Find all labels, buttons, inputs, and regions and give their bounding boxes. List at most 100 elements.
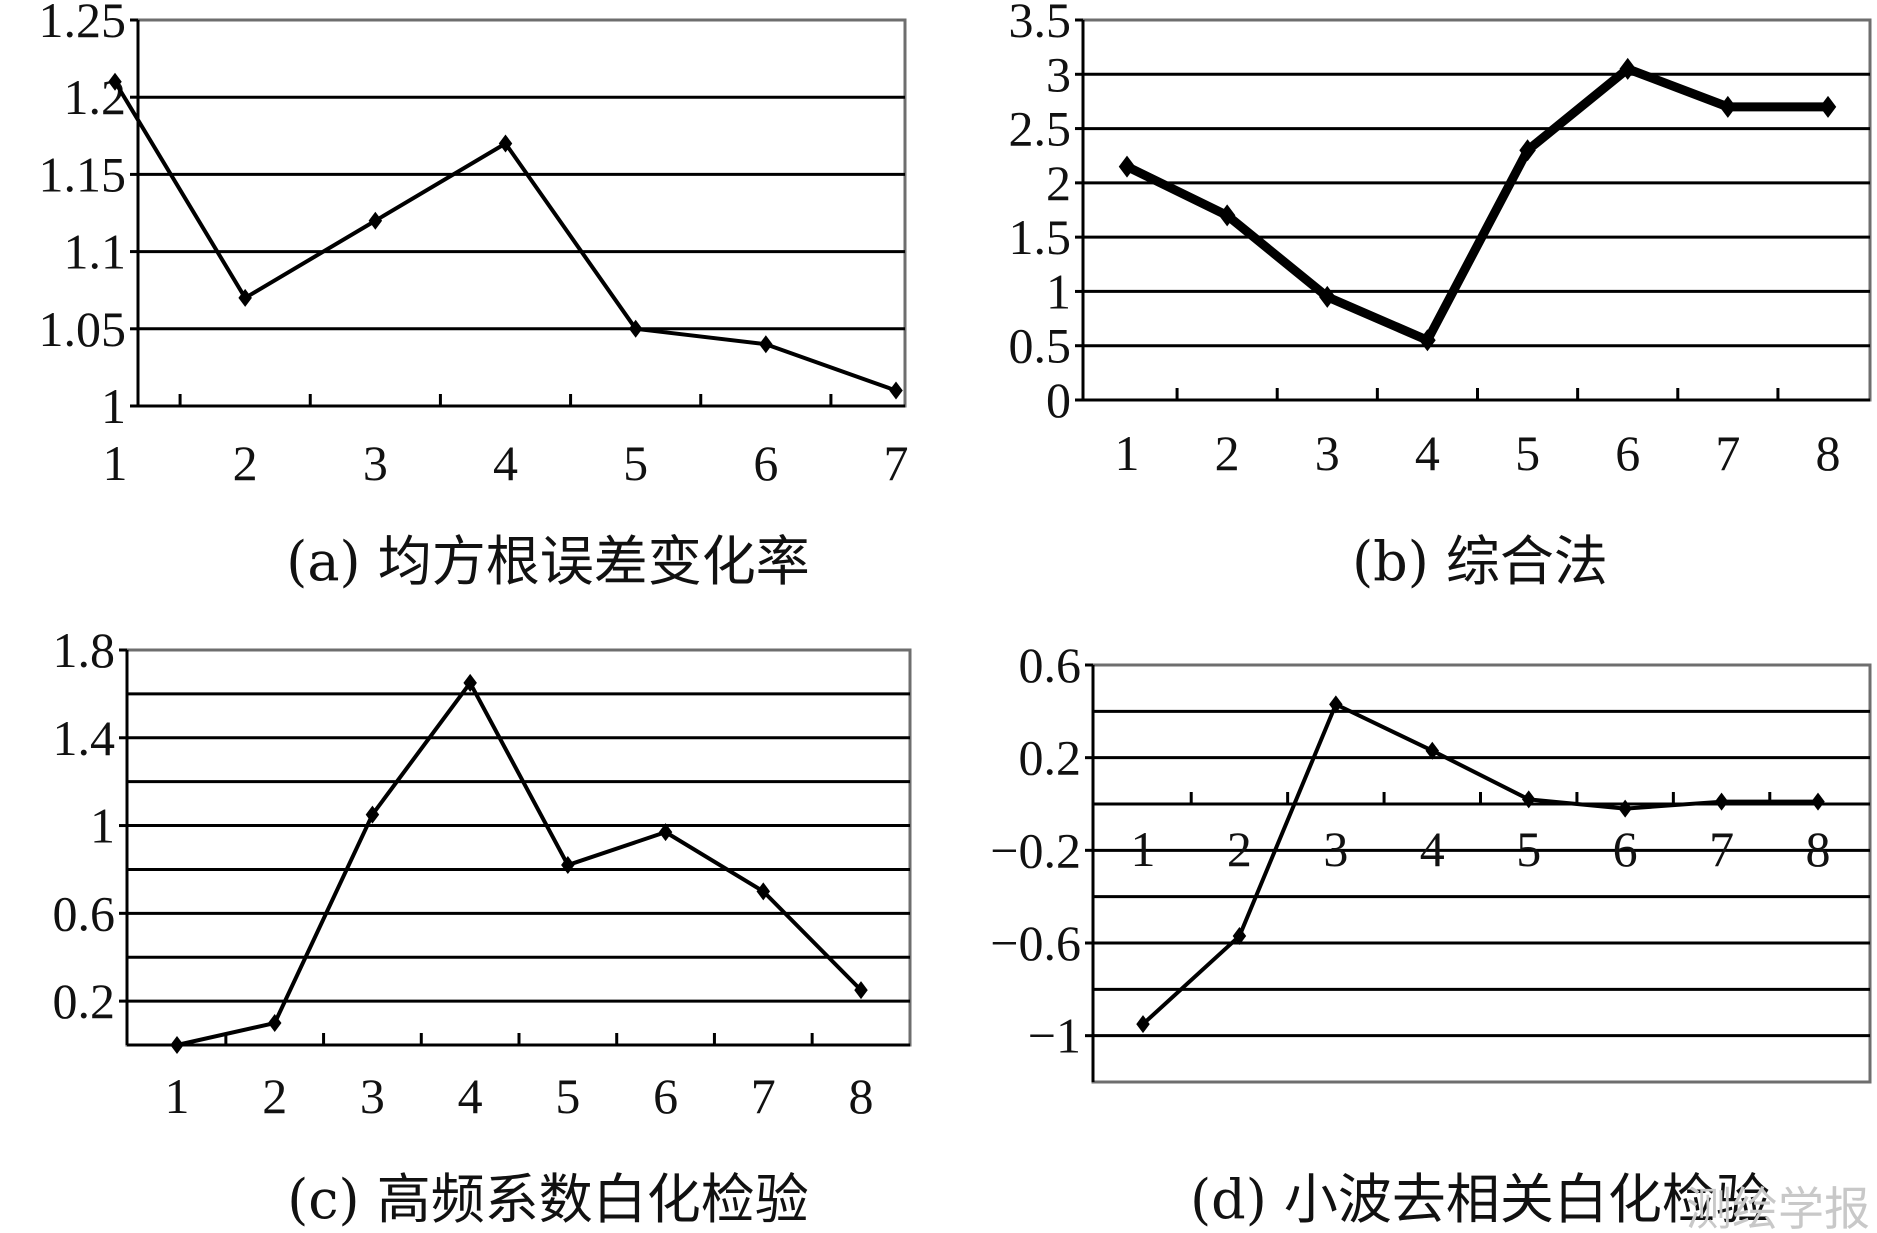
chart-c: 0.2 0.6 1 1.4 1.8 1 2 3 4 5 6 7 8 (c) 高频系数白化检验 xyxy=(53,622,912,1231)
x-tick-label: 3 xyxy=(363,435,388,491)
y-tick-label: 3 xyxy=(1046,46,1071,102)
data-point xyxy=(1519,139,1536,162)
y-tick-label: 0.6 xyxy=(53,885,116,941)
data-point xyxy=(267,1014,282,1033)
chart-d: −1 −0.6 −0.2 0.2 0.6 1 2 3 4 5 6 7 8 (d) 小波去相关白化检验 xyxy=(990,637,1872,1231)
y-tick-label: 1.25 xyxy=(39,0,127,48)
data-point xyxy=(1819,95,1837,118)
y-tick-label: 1.1 xyxy=(64,224,127,280)
y-tick-label: 2 xyxy=(1046,155,1071,211)
chart-caption: (b) 综合法 xyxy=(1352,530,1608,593)
data-point xyxy=(1218,204,1236,227)
chart-caption: (d) 小波去相关白化检验 xyxy=(1190,1168,1770,1231)
data-point xyxy=(854,981,868,1000)
series-line xyxy=(175,680,863,1047)
x-tick-label: 2 xyxy=(1227,821,1252,877)
y-tick-label: 0.2 xyxy=(53,973,116,1029)
x-tick-label: 6 xyxy=(653,1068,678,1124)
y-tick-label: 1 xyxy=(101,378,126,434)
data-point xyxy=(1425,741,1440,760)
data-point xyxy=(1329,695,1343,714)
data-point xyxy=(1719,95,1737,118)
data-point xyxy=(498,134,513,153)
y-tick-label: 3.5 xyxy=(1009,0,1072,48)
y-tick-label: 1.15 xyxy=(39,146,127,202)
y-tick-label: 1.5 xyxy=(1009,209,1072,265)
data-point xyxy=(1619,57,1636,80)
x-tick-label: 1 xyxy=(165,1068,190,1124)
x-tick-label: 5 xyxy=(1515,425,1540,481)
data-point xyxy=(368,211,383,230)
data-point xyxy=(1811,792,1825,811)
x-tick-label: 5 xyxy=(1516,821,1541,877)
y-tick-label: 1 xyxy=(1046,263,1071,319)
watermark-text: 测绘学报 xyxy=(1686,1182,1870,1233)
x-tick-label: 4 xyxy=(1415,425,1440,481)
chart-caption: (a) 均方根误差变化率 xyxy=(286,530,810,593)
plot-frame xyxy=(1081,18,1872,402)
data-point xyxy=(1319,285,1336,308)
y-tick-label: 0 xyxy=(1046,372,1071,428)
data-point xyxy=(1618,799,1632,818)
y-tick-label: 1.4 xyxy=(53,710,116,766)
x-tick-label: 3 xyxy=(1315,425,1340,481)
x-tick-label: 1 xyxy=(103,435,128,491)
y-tick-label: 0.2 xyxy=(1019,730,1082,786)
data-point xyxy=(1521,790,1536,809)
data-point xyxy=(889,381,903,400)
data-point xyxy=(658,823,673,842)
x-tick-label: 6 xyxy=(1615,425,1640,481)
chart-caption: (c) 高频系数白化检验 xyxy=(287,1168,809,1231)
y-tick-label: −0.2 xyxy=(990,822,1081,878)
x-tick-label: 4 xyxy=(458,1068,483,1124)
x-tick-label: 2 xyxy=(1215,425,1240,481)
chart-a: 11.051.11.151.21.251 2 3 4 5 6 7(a) 均方根误差变化率 xyxy=(39,0,909,593)
series-line xyxy=(1122,64,1833,345)
x-tick-label: 6 xyxy=(1613,821,1638,877)
x-tick-label: 7 xyxy=(751,1068,776,1124)
data-point xyxy=(365,805,380,824)
y-tick-label: 1.05 xyxy=(39,301,127,357)
data-point xyxy=(759,335,773,354)
x-tick-label: 6 xyxy=(753,435,778,491)
series-line xyxy=(113,79,898,393)
series-line xyxy=(1141,702,1820,1027)
data-point xyxy=(1419,329,1436,352)
plot-frame xyxy=(1091,663,1872,1084)
data-point xyxy=(561,856,575,875)
plot-frame xyxy=(136,18,907,408)
data-point xyxy=(463,673,477,692)
chart-b: 00.511.522.533.51 2 3 4 5 6 7 8(b) 综合法 xyxy=(1009,0,1872,593)
x-tick-label: 8 xyxy=(1806,821,1831,877)
data-point xyxy=(1118,155,1136,178)
y-tick-label: 1 xyxy=(90,798,115,854)
data-point xyxy=(1714,792,1729,811)
x-tick-label: 8 xyxy=(1816,425,1841,481)
x-tick-label: 5 xyxy=(623,435,648,491)
x-tick-label: 8 xyxy=(849,1068,874,1124)
x-tick-label: 3 xyxy=(360,1068,385,1124)
x-tick-label: 7 xyxy=(884,435,909,491)
x-tick-label: 2 xyxy=(233,435,258,491)
x-tick-label: 2 xyxy=(262,1068,287,1124)
y-tick-label: −1 xyxy=(1028,1008,1081,1064)
data-point xyxy=(1232,927,1247,946)
y-tick-label: 0.5 xyxy=(1009,318,1072,374)
x-tick-label: 1 xyxy=(1131,821,1156,877)
x-tick-label: 7 xyxy=(1715,425,1740,481)
x-tick-label: 4 xyxy=(493,435,518,491)
x-tick-label: 3 xyxy=(1323,821,1348,877)
data-point xyxy=(628,319,643,338)
data-point xyxy=(756,882,771,901)
x-tick-label: 7 xyxy=(1709,821,1734,877)
data-point xyxy=(1136,1015,1150,1034)
x-tick-label: 5 xyxy=(555,1068,580,1124)
plot-frame xyxy=(125,648,912,1047)
data-point xyxy=(108,72,122,91)
y-tick-label: 0.6 xyxy=(1019,637,1082,693)
y-tick-label: 1.8 xyxy=(53,622,116,678)
data-point xyxy=(170,1036,184,1054)
y-tick-label: 2.5 xyxy=(1009,101,1072,157)
y-tick-label: −0.6 xyxy=(990,915,1081,971)
